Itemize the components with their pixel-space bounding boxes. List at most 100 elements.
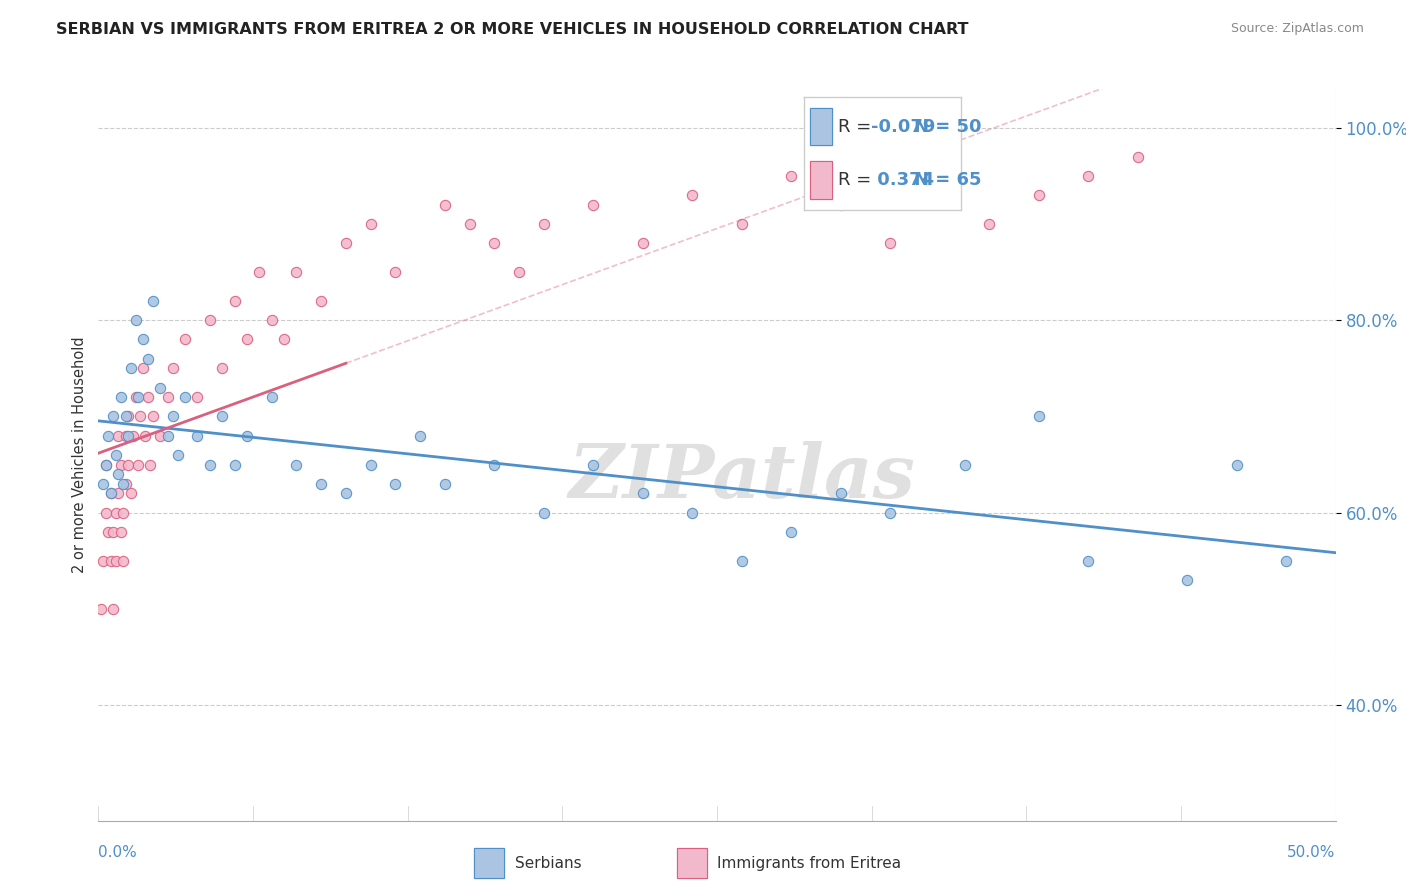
Point — [129, 409, 152, 424]
Point — [120, 361, 142, 376]
Point — [112, 476, 135, 491]
Point — [309, 476, 332, 491]
Point — [132, 333, 155, 347]
Point — [104, 554, 127, 568]
Point — [120, 486, 142, 500]
Text: 0.374: 0.374 — [872, 171, 935, 189]
Point — [211, 361, 233, 376]
Point — [273, 333, 295, 347]
Point — [114, 409, 136, 424]
Point — [104, 448, 127, 462]
Point — [93, 476, 115, 491]
Point — [384, 265, 406, 279]
Point — [110, 390, 132, 404]
Point — [533, 217, 555, 231]
Point — [1028, 409, 1050, 424]
Point — [384, 476, 406, 491]
Point — [134, 428, 156, 442]
Text: Serbians: Serbians — [515, 855, 581, 871]
Text: N = 50: N = 50 — [914, 118, 981, 136]
Point — [458, 217, 481, 231]
Point — [247, 265, 270, 279]
Point — [110, 458, 132, 472]
Point — [582, 197, 605, 211]
Point — [162, 409, 184, 424]
Point — [94, 458, 117, 472]
Text: R =: R = — [838, 171, 877, 189]
Point — [127, 390, 149, 404]
Point — [879, 236, 901, 251]
Point — [149, 380, 172, 394]
Point — [94, 506, 117, 520]
Point — [409, 428, 432, 442]
Text: Source: ZipAtlas.com: Source: ZipAtlas.com — [1230, 22, 1364, 36]
Point — [360, 458, 382, 472]
Point — [112, 506, 135, 520]
Point — [360, 217, 382, 231]
Point — [681, 506, 703, 520]
Point — [928, 169, 950, 183]
Point — [631, 486, 654, 500]
Point — [100, 554, 122, 568]
Point — [100, 486, 122, 500]
Point — [533, 506, 555, 520]
Point — [93, 554, 115, 568]
Point — [103, 602, 125, 616]
Point — [830, 197, 852, 211]
Point — [309, 293, 332, 308]
Point — [162, 361, 184, 376]
Point — [433, 197, 456, 211]
Point — [260, 390, 283, 404]
Point — [484, 458, 506, 472]
Point — [731, 554, 754, 568]
Point — [112, 554, 135, 568]
Point — [117, 458, 139, 472]
Point — [136, 390, 159, 404]
Point — [127, 458, 149, 472]
Point — [979, 217, 1001, 231]
Point — [124, 313, 146, 327]
Text: 0.0%: 0.0% — [98, 845, 138, 860]
Point — [156, 390, 179, 404]
Point — [780, 169, 803, 183]
Point — [107, 428, 129, 442]
Point — [953, 458, 976, 472]
Point — [1226, 458, 1249, 472]
Point — [94, 458, 117, 472]
Text: R =: R = — [838, 118, 877, 136]
Point — [174, 390, 197, 404]
Point — [508, 265, 530, 279]
Text: N = 65: N = 65 — [914, 171, 981, 189]
Point — [224, 458, 246, 472]
Point — [830, 486, 852, 500]
Point — [582, 458, 605, 472]
Bar — [810, 108, 832, 145]
Point — [122, 428, 145, 442]
Point — [103, 409, 125, 424]
Bar — [474, 848, 505, 878]
Bar — [676, 848, 707, 878]
Point — [103, 524, 125, 539]
Bar — [676, 848, 707, 878]
Point — [335, 236, 357, 251]
Point — [107, 467, 129, 482]
Point — [136, 351, 159, 366]
Point — [780, 524, 803, 539]
Point — [124, 390, 146, 404]
Point — [631, 236, 654, 251]
Point — [117, 428, 139, 442]
Point — [142, 293, 165, 308]
Point — [186, 428, 208, 442]
Point — [285, 458, 308, 472]
Point — [1028, 188, 1050, 202]
Point — [132, 361, 155, 376]
Point — [335, 486, 357, 500]
Point — [285, 265, 308, 279]
Point — [211, 409, 233, 424]
Point — [114, 428, 136, 442]
Point — [156, 428, 179, 442]
Point — [731, 217, 754, 231]
Point — [198, 458, 221, 472]
Point — [224, 293, 246, 308]
Point — [484, 236, 506, 251]
